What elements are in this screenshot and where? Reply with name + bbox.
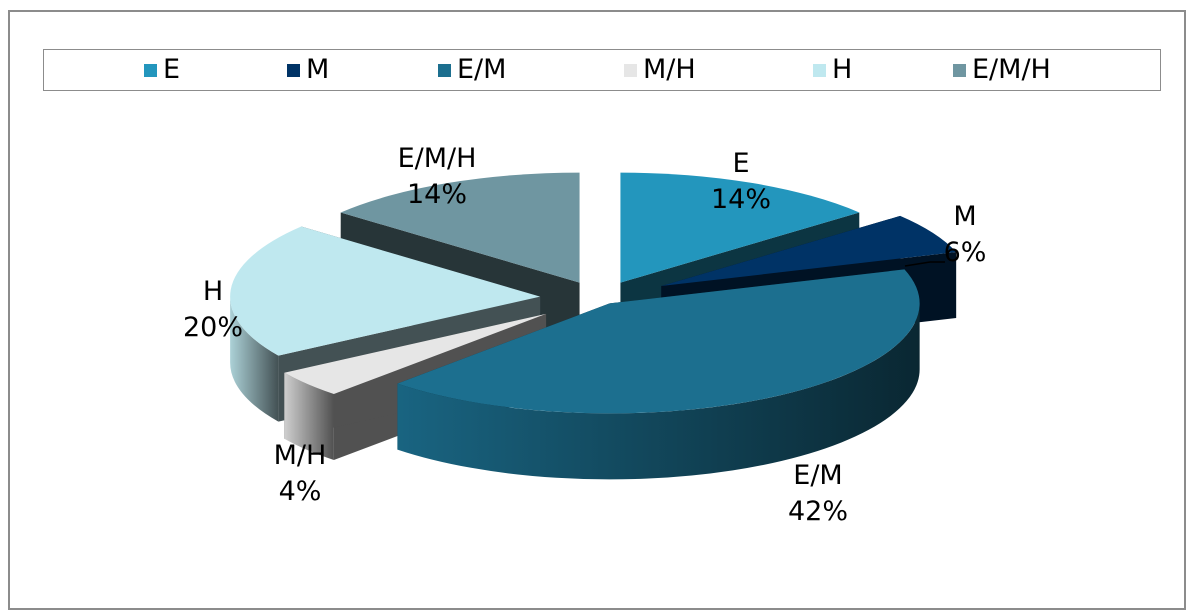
pie-chart: E 14% M 6% E/M 42% M/H 4% H 20% E/M/H 14% xyxy=(183,143,987,527)
legend-label-em: E/M xyxy=(457,54,507,85)
legend-swatch-em xyxy=(438,63,451,77)
legend: E M E/M M/H H E/M/H xyxy=(43,49,1161,91)
legend-item-m: M xyxy=(287,50,329,90)
pie-top-emh xyxy=(340,172,580,283)
data-label-category-m: M xyxy=(953,201,976,232)
data-label-category-em: E/M xyxy=(793,460,842,491)
legend-label-h: H xyxy=(832,54,853,85)
pie-slice-em xyxy=(397,269,920,480)
pie-side-h xyxy=(230,296,279,422)
legend-item-h: H xyxy=(813,50,852,90)
pie-top-e xyxy=(620,172,860,283)
pie-top-m xyxy=(661,215,957,287)
pie-top-mh xyxy=(284,313,547,395)
pie-top-h xyxy=(230,226,541,356)
data-label-category-emh: E/M/H xyxy=(398,143,477,174)
data-label-category-h: H xyxy=(203,276,223,307)
legend-swatch-emh xyxy=(953,63,966,77)
legend-item-em: E/M xyxy=(438,50,506,90)
pie-side-mh xyxy=(284,372,334,461)
leader-line-m xyxy=(904,261,945,267)
pie-side-em xyxy=(397,303,920,480)
legend-label-emh: E/M/H xyxy=(972,54,1051,85)
pie-wall-mh-1 xyxy=(284,313,547,439)
data-label-category-e: E xyxy=(732,148,749,179)
data-label-value-emh: 14% xyxy=(407,179,467,210)
legend-swatch-e xyxy=(144,63,157,77)
data-label-value-m: 6% xyxy=(944,237,987,268)
legend-item-mh: M/H xyxy=(624,50,696,90)
legend-item-e: E xyxy=(144,50,180,90)
legend-swatch-m xyxy=(287,63,300,77)
data-label-value-e: 14% xyxy=(711,184,771,215)
legend-label-e: E xyxy=(163,54,181,85)
pie-top-em xyxy=(397,269,920,414)
legend-label-m: M xyxy=(306,54,330,85)
legend-label-mh: M/H xyxy=(643,54,696,85)
data-label-category-mh: M/H xyxy=(274,440,327,471)
data-label-value-em: 42% xyxy=(788,496,848,527)
legend-swatch-h xyxy=(813,63,826,77)
legend-item-emh: E/M/H xyxy=(953,50,1051,90)
data-label-value-mh: 4% xyxy=(279,476,322,507)
data-label-value-h: 20% xyxy=(183,312,243,343)
legend-swatch-mh xyxy=(624,63,637,77)
